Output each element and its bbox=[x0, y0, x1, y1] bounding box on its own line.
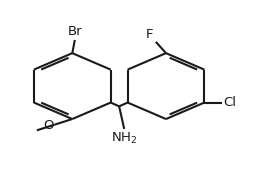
Text: O: O bbox=[43, 119, 53, 132]
Text: F: F bbox=[146, 28, 153, 41]
Text: Cl: Cl bbox=[223, 96, 236, 109]
Text: Br: Br bbox=[68, 25, 82, 38]
Text: NH$_2$: NH$_2$ bbox=[111, 131, 137, 146]
